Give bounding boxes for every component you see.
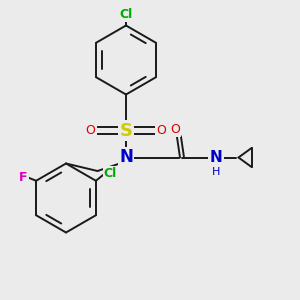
Text: N: N: [119, 148, 133, 166]
Text: N: N: [210, 150, 222, 165]
Text: O: O: [157, 124, 166, 137]
Text: Cl: Cl: [104, 167, 117, 180]
Text: H: H: [212, 167, 220, 176]
Text: F: F: [19, 171, 28, 184]
Text: Cl: Cl: [119, 8, 133, 21]
Text: O: O: [171, 123, 180, 136]
Text: S: S: [119, 122, 133, 140]
Text: O: O: [86, 124, 95, 137]
